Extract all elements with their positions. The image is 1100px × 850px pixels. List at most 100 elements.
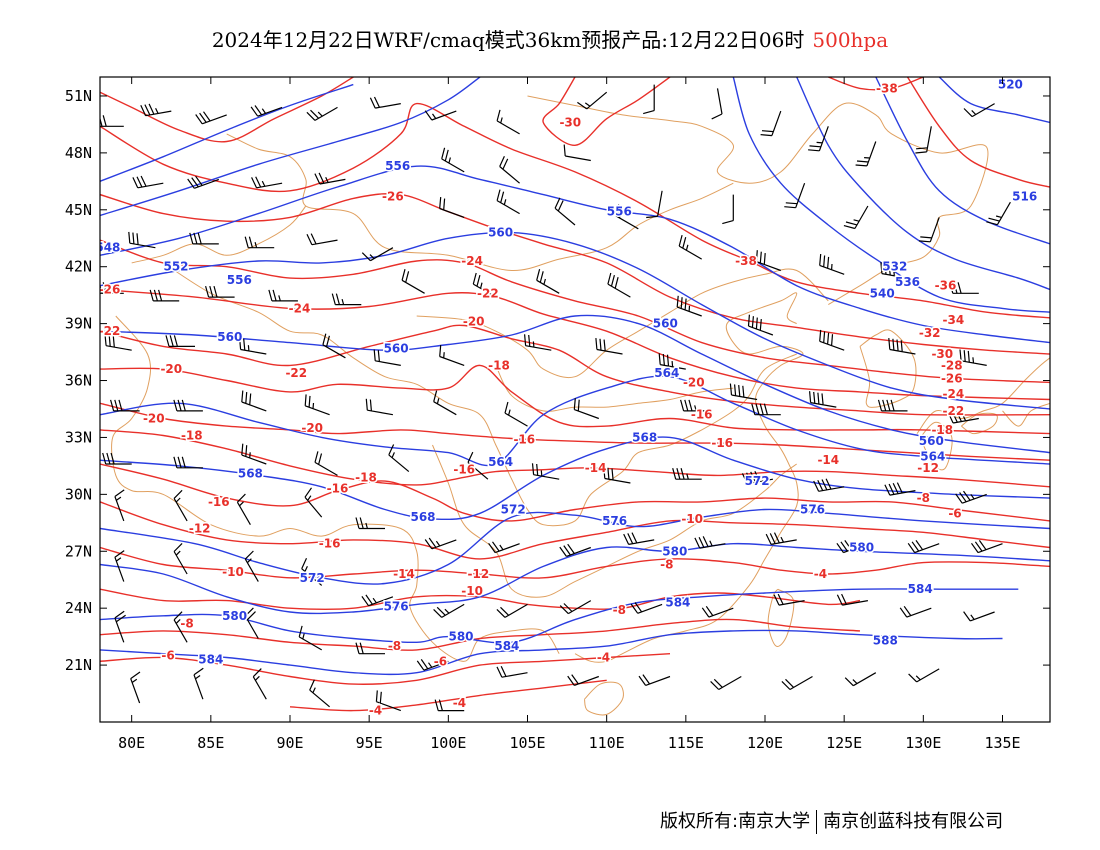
lat-tick-label: 45N [65,201,92,219]
wind-barb [439,197,465,218]
wind-barb [251,176,283,189]
wind-barb [741,470,774,485]
wind-barb [784,182,806,209]
wind-barb [499,155,520,184]
temperature-label: -14 [817,453,839,467]
height-contour [100,629,1003,676]
height-label: 560 [488,226,513,240]
wind-barb [701,605,734,618]
wind-barb [607,272,631,298]
lat-tick-label: 36N [65,372,92,390]
wind-barb [472,272,497,298]
temperature-label: -8 [613,603,626,617]
lon-tick-label: 90E [276,734,303,752]
height-contour [100,588,1019,644]
temperature-contour [542,77,671,147]
footer-credit: 版权所有:南京大学 南京创蓝科技有限公司 [660,808,1003,836]
border-line [1002,402,1050,427]
wind-barb [441,147,465,173]
height-label: 548 [95,241,120,255]
temperature-label: -14 [393,567,415,581]
temperature-label: -8 [917,491,930,505]
temperature-label: -38 [735,254,757,268]
wind-barb [149,289,180,302]
height-label: 572 [501,503,526,517]
wind-barb [314,172,346,185]
temperature-label: -10 [681,512,703,526]
temperature-label: -20 [301,421,323,435]
height-contour [100,375,1050,467]
wind-barb [765,532,797,545]
wind-barb [309,679,330,708]
height-label: 560 [217,330,242,344]
temperature-label: -12 [917,461,939,475]
temperature-contour [100,239,1050,384]
wind-barb [955,490,987,504]
temperature-label: -18 [355,470,377,484]
height-label: 564 [920,449,945,463]
wind-barb [729,383,758,401]
temperature-label: -4 [814,567,827,581]
lat-tick-label: 48N [65,144,92,162]
height-contour [100,436,1050,521]
wind-barb [722,194,734,225]
wind-barb [643,84,655,115]
wind-barb [298,625,323,651]
wind-barb [110,399,140,412]
wind-barb [361,594,394,607]
lat-tick-label: 39N [65,315,92,333]
lat-tick-label: 27N [65,542,92,560]
height-label: 576 [800,503,825,517]
wind-barb [241,443,267,465]
temperature-label: -4 [369,704,382,718]
wind-barb [676,295,702,317]
wind-barb [373,349,401,366]
wind-barb [355,642,385,655]
temperature-label: -18 [181,429,203,443]
wind-barb [496,665,528,678]
map-title: 2024年12月22日WRF/cmaq模式36km预报产品:12月22日06时 5… [0,26,1100,54]
wind-barb [434,699,465,712]
wind-barb [658,353,686,370]
lon-tick-label: 100E [430,734,466,752]
lat-tick-label: 24N [65,599,92,617]
temperature-label: -10 [461,584,483,598]
temperature-label: -22 [943,404,965,418]
border-line [416,268,829,378]
wind-barb [809,391,837,408]
plot-frame [99,76,1051,723]
height-label: 584 [665,596,690,610]
lon-tick-label: 80E [118,734,145,752]
wind-barb [236,493,251,526]
wind-barb [918,217,940,243]
height-label: 580 [662,544,687,558]
wind-barb [301,558,323,586]
wind-barb [195,111,227,125]
temperature-label: -16 [319,537,341,551]
wind-barb [855,141,877,167]
wind-barb [128,231,156,249]
temperature-label: -18 [931,423,953,437]
temperature-label: -6 [434,654,447,668]
wind-barb [959,349,987,366]
wind-barb [130,671,141,704]
wind-barb [678,234,703,260]
wind-barb [843,205,869,230]
height-label: 556 [385,159,410,173]
wind-barb [813,478,845,492]
border-line [163,262,797,527]
temperature-label: -16 [691,408,713,422]
height-label: 584 [494,639,519,653]
wind-barb [140,103,172,117]
temperature-label: -24 [943,387,965,401]
wind-barb [949,282,979,294]
wind-barb [388,444,410,473]
wind-barb [888,338,916,355]
lon-tick-label: 105E [509,734,545,752]
height-label: 560 [384,341,409,355]
height-contour [100,165,1050,344]
temperature-label: -10 [222,565,244,579]
wind-barb [963,611,995,622]
temperature-contour [289,679,607,712]
